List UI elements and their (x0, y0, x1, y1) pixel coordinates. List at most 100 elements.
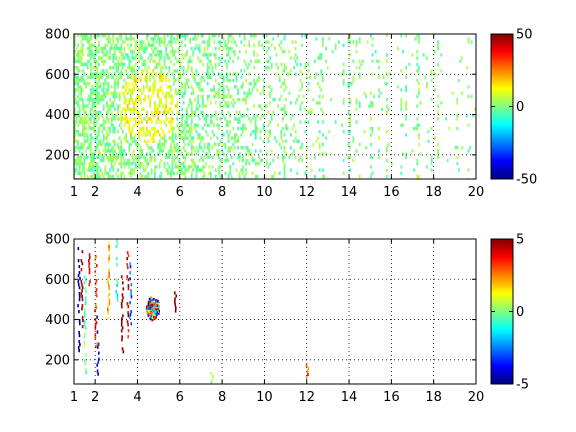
heatmap-cell (179, 75, 182, 79)
heatmap-cell (115, 114, 118, 118)
heatmap-cell (136, 158, 139, 163)
heatmap-cell (115, 82, 118, 86)
heatmap-cell (114, 53, 116, 57)
heatmap-cell (102, 46, 105, 51)
heatmap-cell (219, 139, 222, 143)
heatmap-cell (142, 165, 145, 169)
heatmap-cell (122, 149, 124, 153)
heatmap-cell (157, 50, 159, 54)
heatmap-cell (301, 101, 303, 105)
heatmap-cell (128, 149, 131, 153)
heatmap-cell (214, 56, 217, 60)
heatmap-cell (107, 110, 110, 115)
heatmap-cell (171, 152, 174, 156)
heatmap-cell (301, 85, 303, 89)
heatmap-cell (286, 126, 289, 131)
heatmap-streak-cell (78, 349, 80, 353)
heatmap-cell (440, 53, 443, 57)
heatmap-streak-cell (95, 321, 98, 325)
heatmap-cell (208, 72, 211, 76)
heatmap-cell (83, 114, 86, 118)
heatmap-cell (184, 136, 187, 140)
heatmap-streak-cell (127, 335, 129, 339)
heatmap-cell (254, 162, 257, 166)
heatmap-cell (94, 136, 97, 140)
heatmap-cell (370, 155, 372, 159)
heatmap-cell (179, 43, 182, 47)
heatmap-cell (269, 94, 271, 99)
heatmap-cell (171, 139, 174, 143)
heatmap-cell (405, 88, 407, 92)
heatmap-cell (299, 104, 302, 108)
heatmap-cell (133, 88, 135, 92)
heatmap-cell (80, 162, 83, 166)
heatmap-cell (75, 88, 78, 92)
heatmap-cell (355, 66, 358, 70)
heatmap-streak-cell (173, 291, 176, 295)
heatmap-cell (242, 123, 244, 127)
heatmap-cell (126, 72, 129, 76)
heatmap-cell (283, 149, 286, 153)
heatmap-cell (272, 98, 275, 102)
heatmap-cell (334, 46, 337, 51)
heatmap-cell (118, 34, 121, 38)
heatmap-cell (386, 98, 388, 102)
heatmap-cell (157, 34, 159, 38)
heatmap-cell (106, 37, 108, 41)
heatmap-cell (74, 56, 76, 60)
heatmap-cell (138, 110, 140, 115)
heatmap-cell (78, 107, 81, 111)
heatmap-cell (195, 43, 198, 47)
heatmap-cell (98, 56, 100, 60)
heatmap-cell (109, 155, 111, 159)
heatmap-cell (125, 110, 127, 115)
heatmap-cell (163, 107, 166, 111)
heatmap-streak-cell (96, 315, 98, 319)
heatmap-cell (243, 91, 246, 95)
heatmap-cell (77, 162, 79, 166)
heatmap-cell (77, 158, 79, 163)
heatmap-cell (85, 85, 87, 89)
heatmap-cell (158, 139, 161, 143)
heatmap-cell (405, 133, 407, 137)
heatmap-cell (150, 136, 153, 140)
heatmap-cell (203, 146, 206, 150)
heatmap-cluster-cell (150, 314, 153, 318)
heatmap-cell (122, 66, 124, 70)
heatmap-cell (160, 158, 163, 163)
heatmap-cell (109, 158, 111, 163)
heatmap-cell (126, 66, 129, 70)
heatmap-cell (170, 50, 172, 54)
heatmap-cell (144, 139, 147, 143)
heatmap-cell (107, 133, 110, 137)
heatmap-cell (272, 158, 275, 163)
heatmap-cell (242, 155, 244, 159)
heatmap-cell (229, 165, 231, 169)
heatmap-cell (98, 149, 100, 153)
heatmap-cell (141, 43, 143, 47)
heatmap-cell (318, 56, 321, 60)
heatmap-cell (290, 146, 292, 150)
heatmap-cell (405, 75, 407, 79)
heatmap-cell (269, 120, 271, 124)
heatmap-cell (386, 130, 388, 134)
heatmap-cluster-cell (151, 310, 154, 313)
heatmap-cell (152, 136, 155, 140)
heatmap-cell (178, 34, 180, 38)
heatmap-cell (120, 120, 123, 124)
heatmap-cell (214, 101, 217, 105)
heatmap-streak-cell (78, 298, 81, 302)
heatmap-cell (94, 130, 97, 134)
heatmap-cell (256, 78, 259, 83)
heatmap-cell (254, 123, 257, 127)
heatmap-cell (77, 66, 79, 70)
heatmap-cell (246, 66, 249, 70)
heatmap-cell (154, 53, 156, 57)
heatmap-cell (171, 98, 174, 102)
heatmap-cell (176, 101, 179, 105)
heatmap-cell (304, 107, 307, 111)
heatmap-cell (134, 139, 137, 143)
heatmap-cell (262, 123, 265, 127)
heatmap-cell (94, 146, 97, 150)
heatmap-cell (98, 155, 100, 159)
